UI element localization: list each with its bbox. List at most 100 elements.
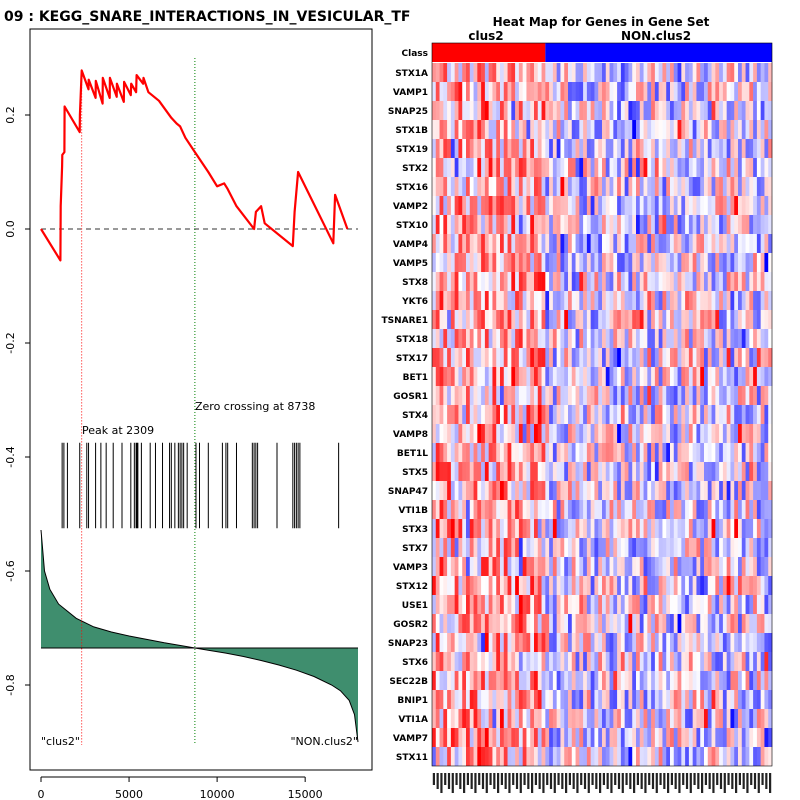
heatmap-cell	[537, 728, 542, 747]
heatmap-cell	[496, 215, 501, 234]
heatmap-cell	[673, 614, 678, 633]
heatmap-cell	[673, 291, 678, 310]
heatmap-cell	[598, 120, 603, 139]
heatmap-cell	[700, 120, 705, 139]
heatmap-row	[432, 405, 773, 424]
heatmap-cell	[651, 690, 656, 709]
heatmap-cell	[662, 690, 667, 709]
heatmap-cell	[432, 690, 437, 709]
heatmap-cell	[707, 63, 712, 82]
heatmap-cell	[594, 63, 599, 82]
heatmap-cell	[707, 386, 712, 405]
heatmap-cell	[537, 633, 542, 652]
heatmap-cell	[492, 196, 497, 215]
heatmap-cell	[511, 595, 516, 614]
heatmap-cell	[636, 310, 641, 329]
heatmap-cell	[496, 595, 501, 614]
heatmap-cell	[439, 177, 444, 196]
heatmap-cell	[651, 424, 656, 443]
heatmap-cell	[602, 500, 607, 519]
heatmap-cell	[488, 443, 493, 462]
heatmap-cell	[432, 595, 437, 614]
heatmap-cell	[711, 690, 716, 709]
heatmap-cell	[651, 538, 656, 557]
heatmap-cell	[469, 652, 474, 671]
heatmap-cell	[734, 405, 739, 424]
heatmap-cell	[526, 348, 531, 367]
heatmap-cell	[477, 215, 482, 234]
heatmap-cell	[432, 519, 437, 538]
heatmap-cell	[507, 291, 512, 310]
heatmap-cell	[564, 177, 569, 196]
heatmap-cell	[583, 500, 588, 519]
heatmap-cell	[741, 500, 746, 519]
heatmap-cell	[443, 367, 448, 386]
heatmap-cell	[696, 405, 701, 424]
heatmap-cell	[594, 576, 599, 595]
heatmap-cell	[518, 139, 523, 158]
heatmap-cell	[670, 652, 675, 671]
heatmap-cell	[537, 196, 542, 215]
heatmap-cell	[620, 63, 625, 82]
heatmap-cell	[681, 690, 686, 709]
heatmap-cell	[738, 329, 743, 348]
heatmap-cell	[534, 101, 539, 120]
heatmap-cell	[526, 196, 531, 215]
heatmap-cell	[711, 348, 716, 367]
heatmap-cell	[677, 633, 682, 652]
heatmap-cell	[666, 671, 671, 690]
heatmap-cell	[722, 329, 727, 348]
heatmap-cell	[741, 519, 746, 538]
heatmap-cell	[571, 196, 576, 215]
heatmap-cell	[552, 291, 557, 310]
heatmap-cell	[469, 500, 474, 519]
heatmap-cell	[639, 386, 644, 405]
heatmap-cell	[439, 215, 444, 234]
heatmap-cell	[477, 538, 482, 557]
heatmap-cell	[432, 196, 437, 215]
heatmap-cell	[443, 405, 448, 424]
heatmap-cell	[545, 671, 550, 690]
heatmap-cell	[688, 519, 693, 538]
gene-label: BET1	[403, 373, 428, 383]
heatmap-cell	[579, 386, 584, 405]
heatmap-cell	[462, 177, 467, 196]
heatmap-cell	[654, 443, 659, 462]
heatmap-cell	[636, 595, 641, 614]
heatmap-row	[432, 747, 773, 766]
heatmap-cell	[768, 576, 773, 595]
heatmap-cell	[654, 367, 659, 386]
heatmap-cell	[647, 614, 652, 633]
heatmap-cell	[753, 557, 758, 576]
heatmap-cell	[473, 614, 478, 633]
heatmap-cell	[579, 291, 584, 310]
heatmap	[431, 42, 773, 793]
heatmap-cell	[571, 671, 576, 690]
heatmap-cell	[552, 500, 557, 519]
heatmap-cell	[651, 234, 656, 253]
heatmap-cell	[503, 367, 508, 386]
heatmap-cell	[602, 462, 607, 481]
heatmap-cell	[639, 728, 644, 747]
heatmap-cell	[609, 481, 614, 500]
heatmap-cell	[590, 462, 595, 481]
heatmap-cell	[704, 633, 709, 652]
heatmap-cell	[579, 557, 584, 576]
heatmap-cell	[477, 443, 482, 462]
heatmap-cell	[685, 234, 690, 253]
heatmap-cell	[586, 728, 591, 747]
heatmap-cell	[522, 462, 527, 481]
heatmap-cell	[488, 728, 493, 747]
heatmap-cell	[722, 291, 727, 310]
heatmap-cell	[707, 82, 712, 101]
heatmap-cell	[745, 215, 750, 234]
heatmap-cell	[586, 348, 591, 367]
heatmap-cell	[579, 139, 584, 158]
heatmap-cell	[662, 82, 667, 101]
heatmap-cell	[477, 196, 482, 215]
heatmap-cell	[579, 158, 584, 177]
heatmap-cell	[432, 728, 437, 747]
heatmap-cell	[624, 196, 629, 215]
heatmap-cell	[685, 82, 690, 101]
heatmap-cell	[738, 614, 743, 633]
